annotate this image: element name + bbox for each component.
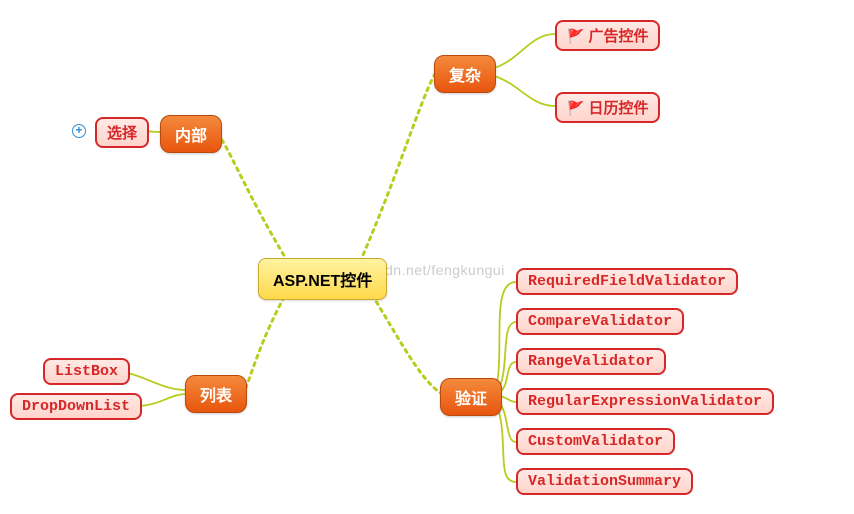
leaf-required-field-validator[interactable]: RequiredFieldValidator [516, 268, 738, 295]
branch-validate[interactable]: 验证 [440, 378, 502, 416]
branch-label: 列表 [200, 388, 232, 405]
branch-label: 内部 [175, 128, 207, 145]
leaf-compare-validator[interactable]: CompareValidator [516, 308, 684, 335]
root-label: ASP.NET控件 [273, 273, 372, 290]
leaf-ad[interactable]: 广告控件 [555, 20, 660, 51]
branch-list[interactable]: 列表 [185, 375, 247, 413]
leaf-label: CompareValidator [528, 313, 672, 330]
root-node[interactable]: ASP.NET控件 [258, 258, 387, 300]
leaf-listbox[interactable]: ListBox [43, 358, 130, 385]
leaf-range-validator[interactable]: RangeValidator [516, 348, 666, 375]
leaf-custom-validator[interactable]: CustomValidator [516, 428, 675, 455]
leaf-label: ListBox [55, 363, 118, 380]
leaf-calendar[interactable]: 日历控件 [555, 92, 660, 123]
connectors-layer [0, 0, 854, 514]
branch-label: 验证 [455, 391, 487, 408]
branch-label: 复杂 [449, 68, 481, 85]
expand-icon[interactable]: + [72, 124, 86, 138]
leaf-label: DropDownList [22, 398, 130, 415]
leaf-label: RangeValidator [528, 353, 654, 370]
leaf-label: RequiredFieldValidator [528, 273, 726, 290]
leaf-label: ValidationSummary [528, 473, 681, 490]
leaf-label: 广告控件 [588, 29, 648, 46]
leaf-select[interactable]: 选择 [95, 117, 149, 148]
leaf-label: 选择 [107, 126, 137, 143]
leaf-regex-validator[interactable]: RegularExpressionValidator [516, 388, 774, 415]
branch-internal[interactable]: 内部 [160, 115, 222, 153]
leaf-validation-summary[interactable]: ValidationSummary [516, 468, 693, 495]
branch-complex[interactable]: 复杂 [434, 55, 496, 93]
leaf-label: CustomValidator [528, 433, 663, 450]
leaf-dropdown[interactable]: DropDownList [10, 393, 142, 420]
leaf-label: 日历控件 [588, 101, 648, 118]
leaf-label: RegularExpressionValidator [528, 393, 762, 410]
watermark-text: csdn.net/fengkungui [370, 262, 505, 278]
